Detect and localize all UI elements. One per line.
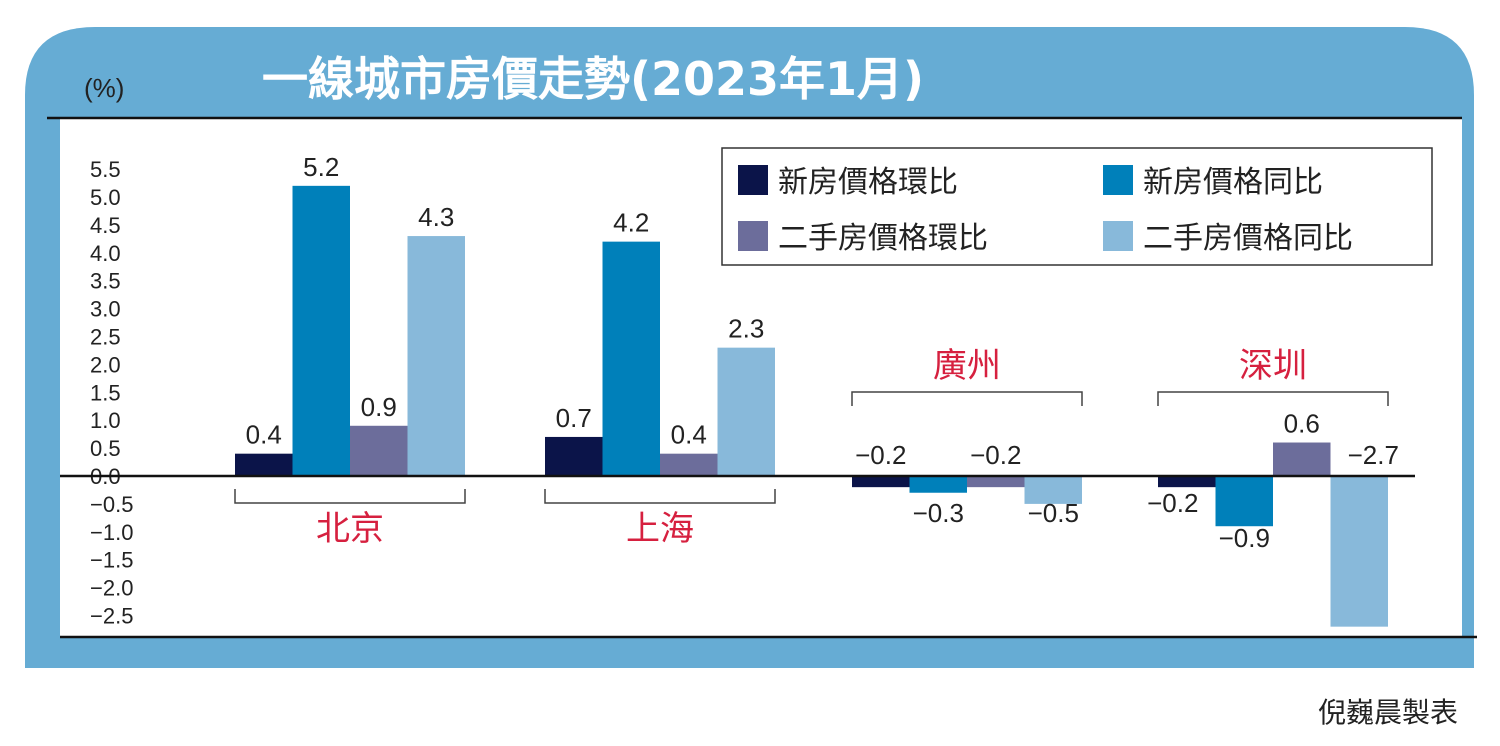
y-axis-unit: (%) bbox=[84, 73, 124, 103]
city-bracket bbox=[851, 391, 1083, 406]
legend-swatch bbox=[738, 165, 768, 195]
bar bbox=[1215, 476, 1273, 527]
city-brackets bbox=[234, 391, 1389, 504]
bar bbox=[292, 185, 350, 476]
bar bbox=[660, 453, 718, 476]
y-tick-label: −0.5 bbox=[90, 492, 133, 517]
data-label: 4.3 bbox=[418, 202, 454, 232]
y-tick-label: 1.0 bbox=[90, 408, 121, 433]
data-label: −0.9 bbox=[1219, 523, 1270, 553]
bars: 0.4 0.7 −0.2 −0.2 5.2 4.2 −0.3 −0.9 0.9 0.4 −0.2 0.… bbox=[235, 152, 1399, 627]
y-tick-label: 2.5 bbox=[90, 325, 121, 350]
legend-swatch bbox=[1103, 165, 1133, 195]
data-label: −0.5 bbox=[1028, 498, 1079, 528]
y-tick-label: −1.5 bbox=[90, 548, 133, 573]
city-label: 深圳 bbox=[1239, 346, 1307, 386]
y-axis-ticks: 5.55.04.54.03.53.02.52.01.51.00.50.0−0.5… bbox=[90, 157, 133, 628]
data-label: −0.2 bbox=[970, 440, 1021, 470]
city-bracket bbox=[544, 489, 776, 504]
y-tick-label: −1.0 bbox=[90, 520, 133, 545]
data-label: 5.2 bbox=[303, 152, 339, 182]
bar bbox=[545, 436, 603, 476]
y-tick-label: 3.0 bbox=[90, 297, 121, 322]
credit: 倪巍晨製表 bbox=[1318, 696, 1458, 729]
bar bbox=[852, 476, 910, 488]
data-label: 0.4 bbox=[246, 420, 282, 450]
bar bbox=[1158, 476, 1216, 488]
bar bbox=[602, 241, 660, 476]
bar bbox=[1024, 476, 1082, 504]
legend-box bbox=[721, 147, 1433, 266]
y-tick-label: 1.5 bbox=[90, 380, 121, 405]
bar bbox=[1273, 442, 1331, 476]
bar bbox=[717, 347, 775, 476]
data-label: 0.7 bbox=[556, 403, 592, 433]
y-tick-label: 4.0 bbox=[90, 241, 121, 266]
data-label: 2.3 bbox=[728, 314, 764, 344]
data-label: 0.6 bbox=[1284, 409, 1320, 439]
city-label: 北京 bbox=[316, 509, 384, 549]
y-tick-label: 2.0 bbox=[90, 352, 121, 377]
legend-label: 二手房價格環比 bbox=[778, 221, 988, 256]
data-label: −0.2 bbox=[1147, 488, 1198, 518]
y-tick-label: −2.5 bbox=[90, 604, 133, 629]
chart-title: 一線城市房價走勢(2023年1月) bbox=[262, 52, 924, 106]
city-labels: 北京 上海 廣州 深圳 bbox=[316, 346, 1307, 549]
data-label: −0.3 bbox=[913, 498, 964, 528]
data-label: −0.2 bbox=[855, 440, 906, 470]
y-tick-label: 3.5 bbox=[90, 269, 121, 294]
data-label: 0.4 bbox=[671, 420, 707, 450]
city-label: 廣州 bbox=[933, 346, 1001, 386]
y-tick-label: 5.0 bbox=[90, 185, 121, 210]
bar bbox=[1330, 476, 1388, 627]
data-label: 4.2 bbox=[613, 208, 649, 238]
bar bbox=[350, 425, 408, 476]
bar bbox=[967, 476, 1025, 488]
bar bbox=[235, 453, 293, 476]
data-label: 0.9 bbox=[361, 392, 397, 422]
y-tick-label: 4.5 bbox=[90, 213, 121, 238]
y-tick-label: −2.0 bbox=[90, 576, 133, 601]
y-tick-label: 5.5 bbox=[90, 157, 121, 182]
legend-label: 二手房價格同比 bbox=[1143, 221, 1353, 256]
legend-swatch bbox=[738, 221, 768, 251]
y-tick-label: 0.5 bbox=[90, 436, 121, 461]
legend-label: 新房價格同比 bbox=[1143, 165, 1323, 200]
city-label: 上海 bbox=[626, 509, 694, 549]
legend-label: 新房價格環比 bbox=[778, 165, 958, 200]
city-bracket bbox=[1157, 391, 1389, 406]
legend-swatch bbox=[1103, 221, 1133, 251]
bar bbox=[909, 476, 967, 493]
bar bbox=[407, 236, 465, 476]
city-bracket bbox=[234, 489, 466, 504]
data-label: −2.7 bbox=[1348, 440, 1399, 470]
